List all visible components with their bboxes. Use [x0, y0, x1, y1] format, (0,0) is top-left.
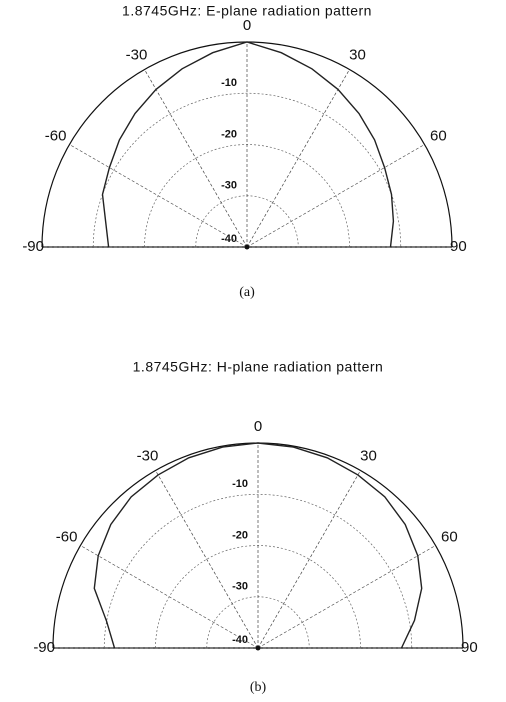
chart-title: 1.8745GHz: E-plane radiation pattern — [122, 3, 372, 19]
angle-label: 60 — [430, 127, 447, 144]
angle-label: 0 — [254, 418, 262, 435]
angle-label: 30 — [349, 47, 366, 64]
r-tick-label: -20 — [221, 128, 237, 140]
center-dot — [244, 244, 250, 250]
r-tick-label: -40 — [221, 233, 237, 245]
angle-label: -60 — [45, 127, 67, 144]
angle-label: 60 — [441, 528, 458, 545]
grid-spoke — [80, 545, 259, 649]
angle-label: 90 — [461, 639, 478, 656]
r-tick-label: -10 — [221, 77, 237, 89]
grid-circle — [92, 92, 402, 248]
grid-spoke — [155, 470, 259, 649]
r-tick-label: -40 — [232, 634, 248, 646]
angle-label: -90 — [33, 639, 55, 656]
r-tick-label: -30 — [232, 581, 248, 593]
angle-label: 30 — [360, 448, 377, 465]
r-tick-label: -20 — [232, 529, 248, 541]
caption: (a) — [239, 285, 255, 300]
r-tick-label: -30 — [221, 180, 237, 192]
grid-spoke — [257, 470, 361, 649]
center-dot — [255, 645, 261, 651]
caption: (b) — [250, 680, 267, 695]
grid-spoke — [246, 69, 350, 248]
grid-spoke — [144, 69, 248, 248]
grid-spoke — [69, 144, 248, 248]
grid-circle — [103, 493, 413, 649]
angle-label: -30 — [137, 448, 159, 465]
r-tick-label: -10 — [232, 478, 248, 490]
grid-spoke — [257, 545, 436, 649]
pattern-line — [93, 442, 423, 649]
angle-label: -90 — [22, 238, 44, 255]
chart-title: 1.8745GHz: H-plane radiation pattern — [133, 359, 384, 375]
pattern-line — [101, 41, 395, 248]
angle-label: -60 — [56, 528, 78, 545]
angle-label: 90 — [450, 238, 467, 255]
grid-spoke — [246, 144, 425, 248]
angle-label: -30 — [126, 47, 148, 64]
angle-label: 0 — [243, 17, 251, 34]
